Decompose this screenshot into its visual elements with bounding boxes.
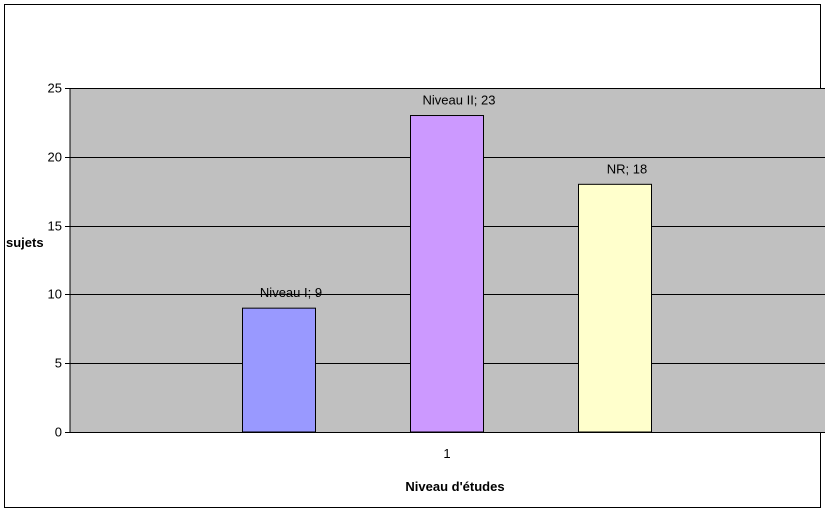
y-tick-label: 10 xyxy=(48,287,62,302)
x-axis-title: Niveau d'études xyxy=(405,479,504,494)
bar-niveau-i xyxy=(242,307,316,433)
bar-nr xyxy=(578,183,652,433)
y-tick-label: 5 xyxy=(55,356,62,371)
y-axis: 0 5 10 15 20 25 xyxy=(48,81,71,440)
data-label: NR; 18 xyxy=(607,161,647,176)
y-tick-label: 0 xyxy=(55,425,62,440)
data-labels: Niveau I; 9 Niveau II; 23 NR; 18 xyxy=(260,93,647,301)
y-tick-label: 15 xyxy=(48,219,62,234)
bars xyxy=(242,115,652,433)
x-axis: 1 xyxy=(70,432,825,461)
x-tick-label: 1 xyxy=(443,446,450,461)
y-axis-title: sujets xyxy=(6,235,44,250)
y-tick-label: 20 xyxy=(48,150,62,165)
y-tick-label: 25 xyxy=(48,81,62,96)
data-label: Niveau I; 9 xyxy=(260,285,322,300)
bar-niveau-ii xyxy=(410,115,484,433)
data-label: Niveau II; 23 xyxy=(423,93,496,108)
